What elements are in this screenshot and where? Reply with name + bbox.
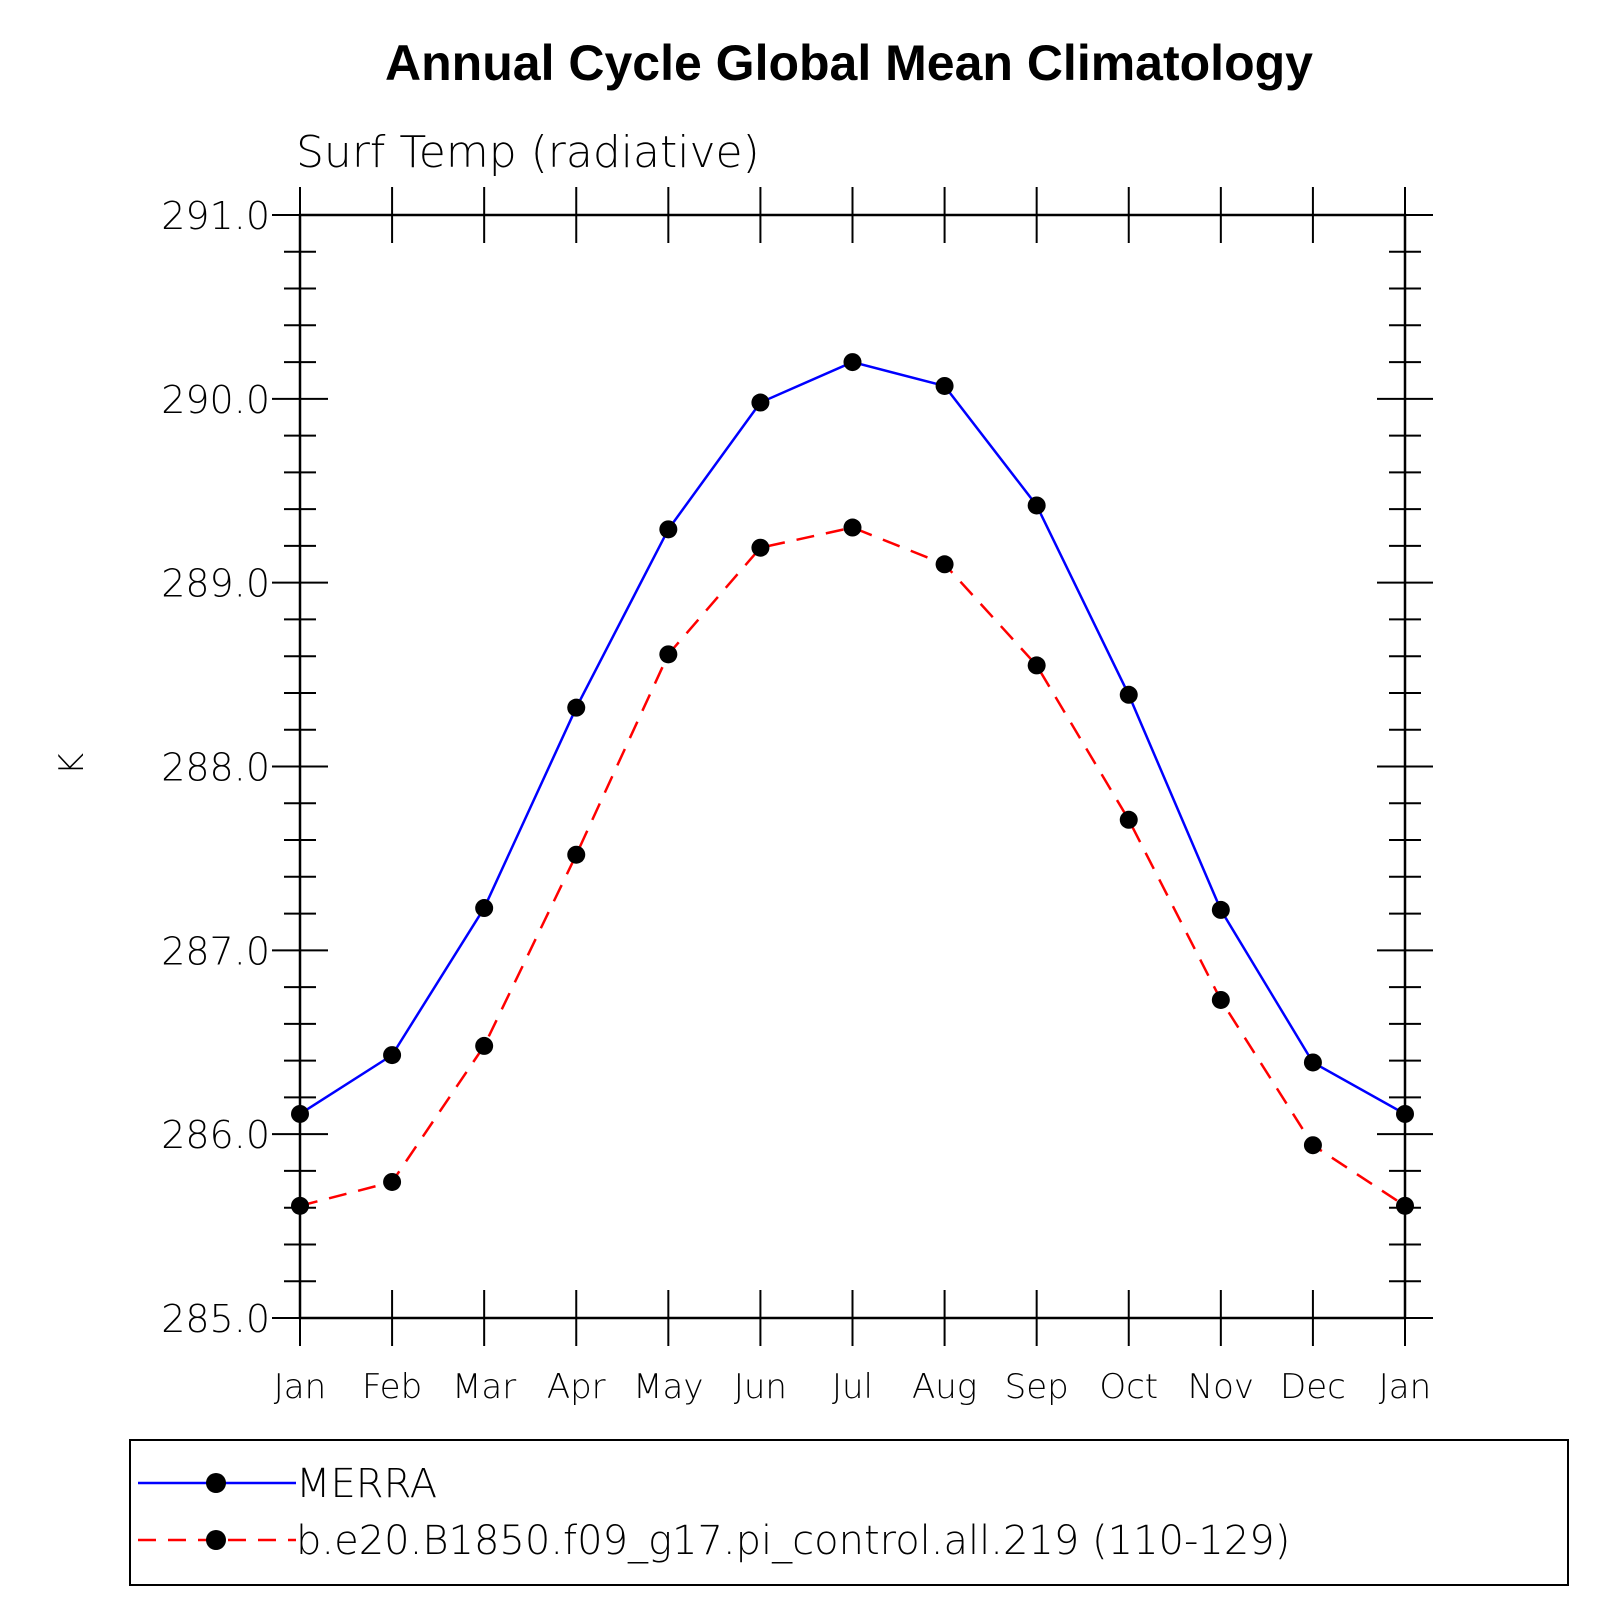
data-point [475,899,494,918]
y-tick-label: 287.0 [161,929,270,973]
legend-label-model: b.e20.B1850.f09_g17.pi_control.all.219 (… [296,1518,1290,1564]
data-point [291,1196,309,1215]
data-point [751,393,770,412]
data-point [1027,496,1046,515]
x-tick-label: Sep [1005,1367,1069,1407]
x-tick-label: Jan [1379,1367,1431,1407]
data-point [1396,1104,1414,1123]
data-point [843,518,862,537]
series-line [299,526,1406,1208]
data-point [659,645,678,664]
data-point [659,520,678,539]
x-tick-label: May [633,1367,703,1407]
series-line [299,360,1406,1116]
x-tick-label: Aug [912,1367,977,1407]
y-axis-label: K [52,753,92,775]
x-tick-label: Jul [832,1367,873,1407]
data-point [1211,990,1230,1009]
y-tick-label: 285.0 [161,1297,270,1341]
y-tick-label: 288.0 [161,746,270,790]
data-point [383,1172,402,1191]
data-point [1396,1196,1414,1215]
data-point [843,353,862,372]
legend-marker-model [206,1530,226,1550]
y-tick-label: 286.0 [161,1113,270,1157]
data-point [291,1104,309,1123]
y-tick-label: 291.0 [161,194,270,238]
data-point [935,376,954,395]
plot-frame [298,213,1407,1320]
legend: MERRA b.e20.B1850.f09_g17.pi_control.all… [129,1439,1569,1586]
y-tick-label: 289.0 [161,562,270,606]
data-point [1119,810,1138,829]
chart-title: Annual Cycle Global Mean Climatology [385,35,1313,91]
data-point [1211,900,1230,919]
data-point [1027,656,1046,675]
data-point [751,538,770,557]
plot-area [291,353,1414,1215]
x-tick-label: Jun [734,1367,787,1407]
chart-subtitle: Surf Temp (radiative) [296,127,760,178]
x-tick-label: Mar [452,1367,516,1407]
x-tick-label: Nov [1188,1367,1254,1407]
legend-marker-merra [206,1473,226,1493]
data-point [475,1036,494,1055]
data-point [567,698,586,717]
series-0 [291,353,1414,1123]
series-1 [291,518,1414,1215]
y-tick-label: 290.0 [161,378,270,422]
x-tick-label: Oct [1099,1367,1158,1407]
x-tick-label: Feb [362,1367,422,1407]
data-point [1303,1053,1322,1072]
data-point [1303,1136,1322,1155]
x-tick-label: Jan [274,1367,326,1407]
data-point [383,1046,402,1065]
data-point [1119,685,1138,704]
x-tick-label: Apr [547,1367,606,1407]
x-tick-label: Dec [1280,1367,1346,1407]
axes: 285.0 286.0 287.0 288.0 289.0 290.0 291.0 Jan Fe… [161,187,1433,1407]
legend-box [129,1439,1569,1586]
data-point [567,845,586,864]
legend-label-merra: MERRA [296,1461,437,1507]
data-point [935,555,954,574]
